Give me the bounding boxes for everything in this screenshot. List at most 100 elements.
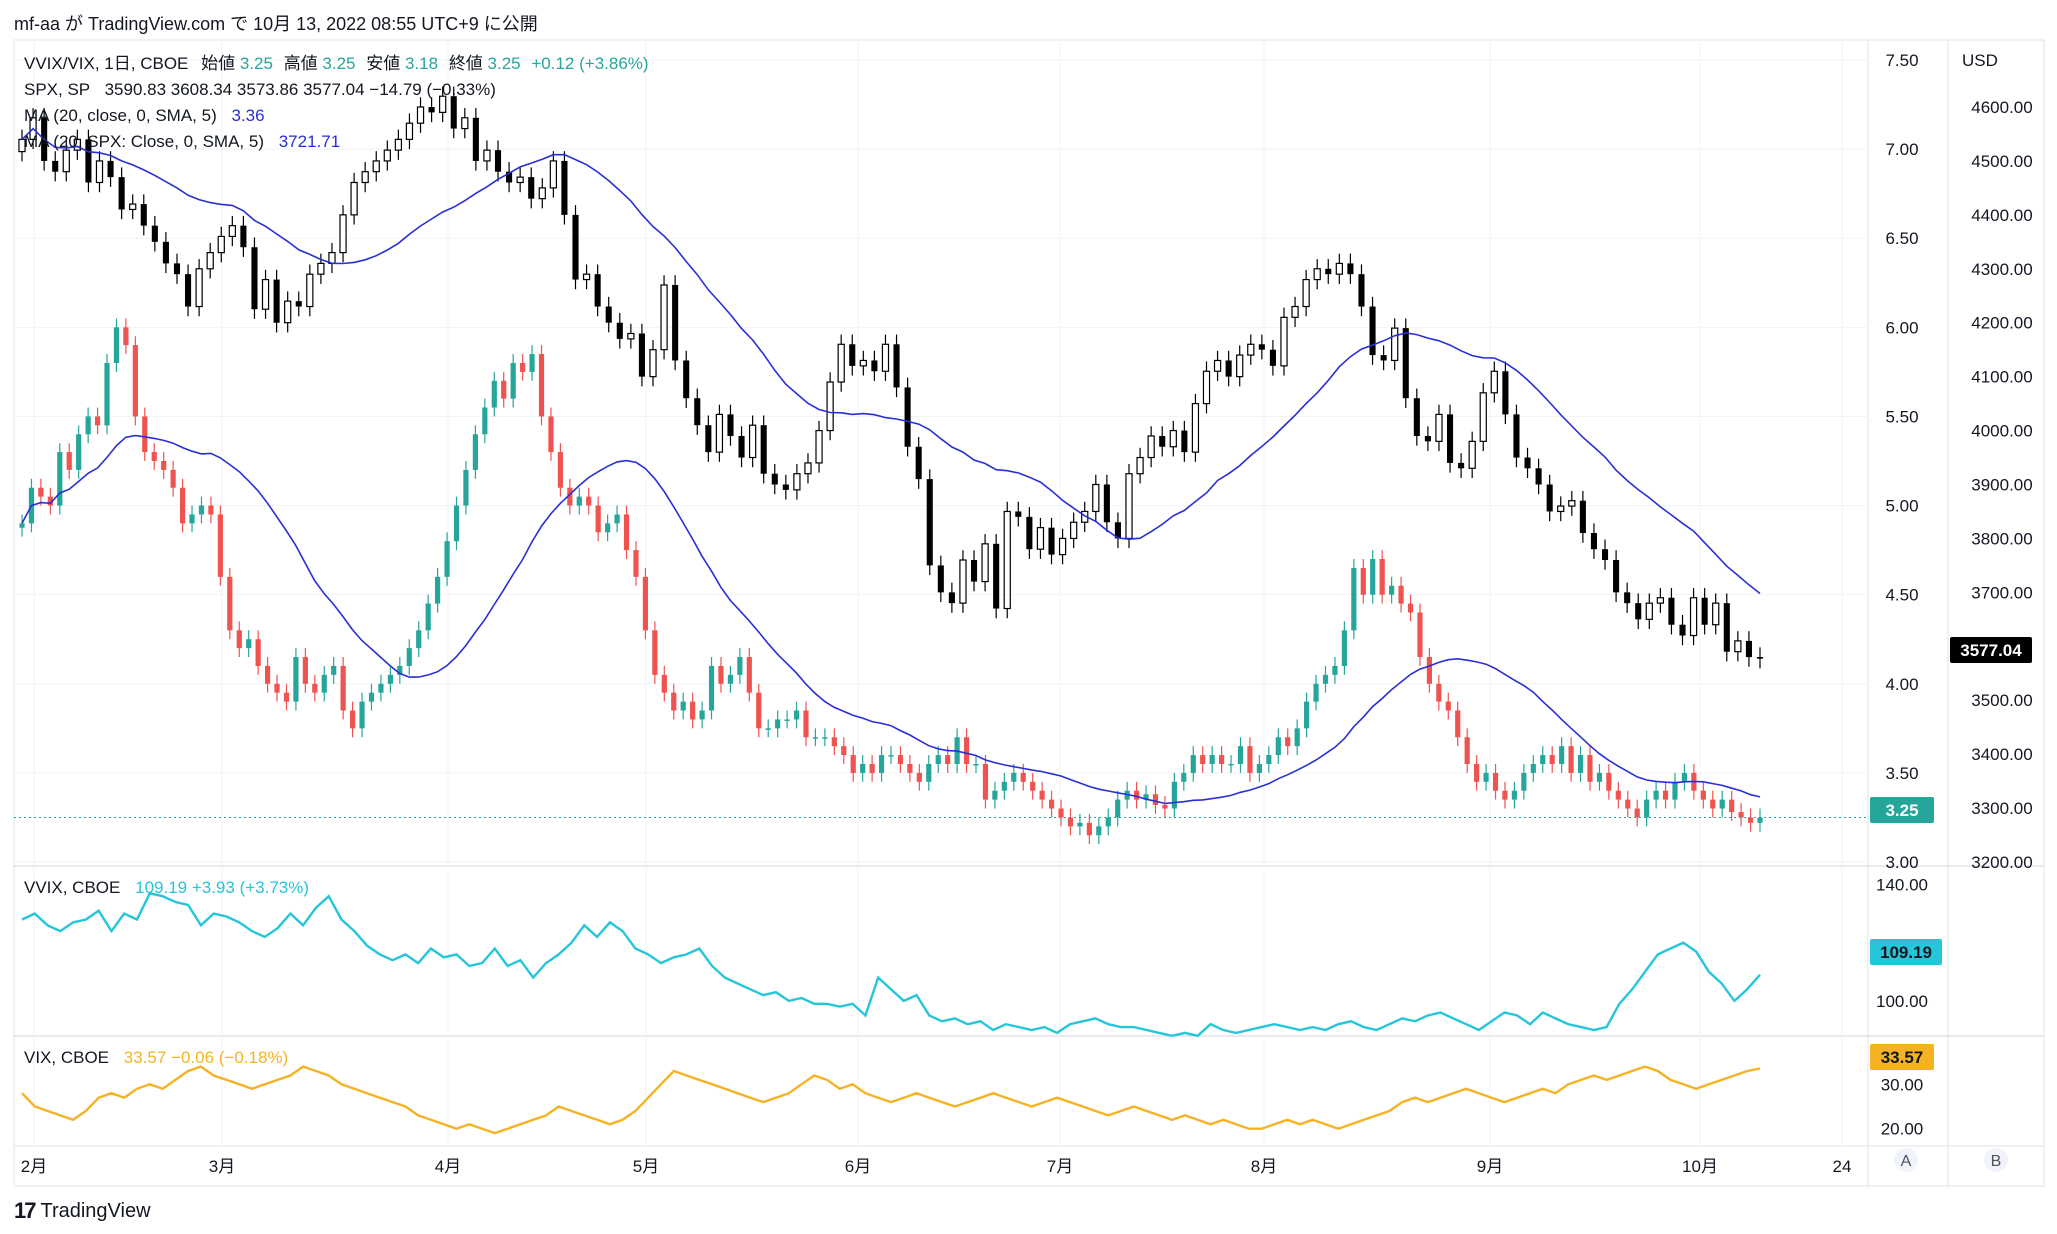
candle-body xyxy=(516,176,524,184)
ma1-label[interactable]: MA (20, close, 0, SMA, 5) xyxy=(24,106,217,125)
candle-body xyxy=(189,514,195,524)
candle-body xyxy=(1468,440,1476,469)
candle-body xyxy=(1710,799,1716,809)
candle-body xyxy=(561,160,568,215)
candle-body xyxy=(1020,772,1026,782)
ratio-tick-label: 7.00 xyxy=(1885,140,1918,159)
candle-body xyxy=(472,434,478,470)
candle-body xyxy=(66,452,72,470)
candle-body xyxy=(793,710,800,720)
candle-body xyxy=(1719,799,1725,809)
candle-body xyxy=(217,514,223,577)
candle-body xyxy=(1644,799,1650,818)
vvix-symbol[interactable]: VVIX, CBOE xyxy=(24,878,120,897)
candle-body xyxy=(162,241,169,264)
candle-body xyxy=(1402,328,1409,399)
tradingview-logo-icon: 17 xyxy=(14,1198,37,1223)
candle-body xyxy=(1092,483,1100,513)
candle-body xyxy=(595,505,601,533)
candle-body xyxy=(982,763,989,800)
candle-body xyxy=(227,576,233,631)
candle-body xyxy=(85,416,91,435)
candle-body xyxy=(47,496,53,506)
candle-body xyxy=(812,737,819,739)
candle-body xyxy=(1190,755,1196,773)
candle-body xyxy=(76,434,82,470)
candle-body xyxy=(340,665,346,711)
spx-badge-text: 3577.04 xyxy=(1960,641,2022,660)
candle-body xyxy=(1557,505,1565,513)
candle-body xyxy=(1313,683,1319,702)
candle-body xyxy=(859,359,867,367)
candle-body xyxy=(945,755,951,764)
candle-body xyxy=(57,452,63,506)
currency-label: USD xyxy=(1962,51,1998,70)
candle-body xyxy=(118,177,125,210)
candle-body xyxy=(981,543,989,583)
candle-body xyxy=(1601,549,1609,560)
spx-legend-line: SPX, SP 3590.83 3608.34 3573.86 3577.04 … xyxy=(24,80,496,99)
candle-body xyxy=(871,360,878,372)
candle-body xyxy=(1058,808,1064,818)
candle-body xyxy=(822,737,828,739)
candle-body xyxy=(803,710,809,738)
candle-body xyxy=(1568,746,1574,773)
vix-symbol[interactable]: VIX, CBOE xyxy=(24,1048,109,1067)
candle-body xyxy=(1347,263,1354,275)
spx-ma-line xyxy=(21,127,1761,595)
time-tick-label: 2月 xyxy=(21,1157,47,1176)
spx-price-badge: 3577.04 xyxy=(1950,637,2032,663)
candle-body xyxy=(228,225,236,238)
candle-body xyxy=(1200,755,1206,764)
spx-tick-label: 3800.00 xyxy=(1971,529,2032,548)
candle-body xyxy=(306,273,314,308)
main-symbol[interactable]: VVIX/VIX, 1日, CBOE xyxy=(24,54,188,73)
ohlc-low-value: 3.18 xyxy=(405,54,438,73)
candle-body xyxy=(416,630,422,649)
scale-button-a[interactable]: A xyxy=(1894,1148,1918,1172)
candle-body xyxy=(1269,349,1276,366)
candle-body xyxy=(1325,268,1332,275)
candle-body xyxy=(1285,737,1291,747)
candle-body xyxy=(756,692,762,729)
candle-body xyxy=(1181,772,1187,782)
candle-body xyxy=(1105,817,1111,827)
ratio-tick-label: 4.00 xyxy=(1885,675,1918,694)
candle-body xyxy=(878,755,885,773)
candle-body xyxy=(1280,316,1288,367)
candle-body xyxy=(1125,473,1133,540)
scale-button-a-label: A xyxy=(1901,1153,1912,1170)
candle-body xyxy=(1256,763,1262,773)
candle-body xyxy=(255,639,261,666)
candle-body xyxy=(765,728,771,730)
ohlc-open-value: 3.25 xyxy=(240,54,273,73)
tradingview-logo[interactable]: 17 TradingView xyxy=(14,1198,151,1224)
candle-body xyxy=(1026,516,1033,550)
candle-body xyxy=(397,665,403,675)
candle-body xyxy=(642,576,649,631)
candle-body xyxy=(1745,640,1752,658)
ratio-tick-label: 5.50 xyxy=(1885,407,1918,426)
spx-symbol[interactable]: SPX, SP xyxy=(24,80,90,99)
candle-body xyxy=(690,701,696,720)
candle-body xyxy=(520,362,526,372)
candle-body xyxy=(1159,435,1166,447)
candle-body xyxy=(1369,306,1376,356)
candle-body xyxy=(142,416,148,453)
candle-body xyxy=(1247,746,1253,773)
ma2-label[interactable]: MA (20, SPX: Close, 0, SMA, 5) xyxy=(24,132,264,151)
candle-body xyxy=(1304,701,1310,729)
candle-body xyxy=(73,138,81,151)
spx-tick-label: 4100.00 xyxy=(1971,368,2032,387)
vix-tick-label: 30.00 xyxy=(1881,1075,1924,1094)
vix-legend: VIX, CBOE 33.57 −0.06 (−0.18%) xyxy=(24,1048,288,1067)
ratio-tick-label: 7.50 xyxy=(1885,51,1918,70)
candle-body xyxy=(727,414,734,436)
candle-body xyxy=(1011,772,1017,782)
candle-body xyxy=(1653,790,1659,800)
candle-body xyxy=(405,122,414,140)
candle-body xyxy=(1590,533,1597,550)
candle-body xyxy=(1479,392,1487,442)
scale-button-b[interactable]: B xyxy=(1984,1148,2008,1172)
